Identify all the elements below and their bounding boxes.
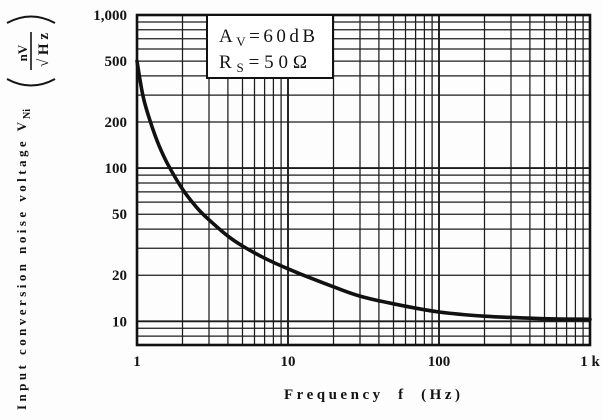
x-tick-label: 100 [428,354,451,370]
y-axis-ticks: 1,000 500 200 100 50 20 10 [93,8,127,330]
condition-resistance-value: =50Ω [249,52,307,73]
condition-resistance-symbol: R [219,52,232,73]
y-axis-title-text: Input conversion noise voltage V [14,121,29,410]
x-tick-label: 1 k [580,354,600,370]
condition-source-resistance: R S =50Ω [219,52,307,75]
condition-gain-subscript: V [236,34,246,49]
condition-resistance-subscript: S [237,60,244,75]
x-tick-label: 10 [281,354,296,370]
y-tick-label: 500 [105,54,128,70]
y-tick-label: 10 [112,314,127,330]
y-axis-unit-numerator: nV [15,44,30,61]
y-tick-label: 50 [112,207,127,223]
y-tick-label: 1,000 [93,8,127,24]
condition-gain-value: =60dB [249,26,315,47]
x-tick-label: 1 [133,354,141,370]
y-tick-label: 20 [112,268,127,284]
unit-open-parenthesis [6,78,56,87]
series-layer [135,59,592,322]
condition-box: A V =60dB R S =50Ω [206,14,334,79]
y-axis-unit-denominator: √Hz [36,33,52,67]
x-axis-title: Frequency f (Hz) [284,387,460,403]
series-line-noise-voltage [135,59,592,322]
y-tick-label: 200 [105,115,128,131]
y-axis-title: Input conversion noise voltage V Ni nV √… [6,15,56,410]
y-tick-label: 100 [105,161,128,177]
x-axis-ticks: 1 10 100 1 k [133,354,600,370]
condition-gain: A V =60dB [219,26,315,49]
plot-frame [135,13,592,347]
condition-box-frame [206,14,334,79]
y-axis-title-subscript: Ni [22,109,33,119]
condition-gain-symbol: A [219,26,233,47]
unit-close-parenthesis [6,15,56,24]
